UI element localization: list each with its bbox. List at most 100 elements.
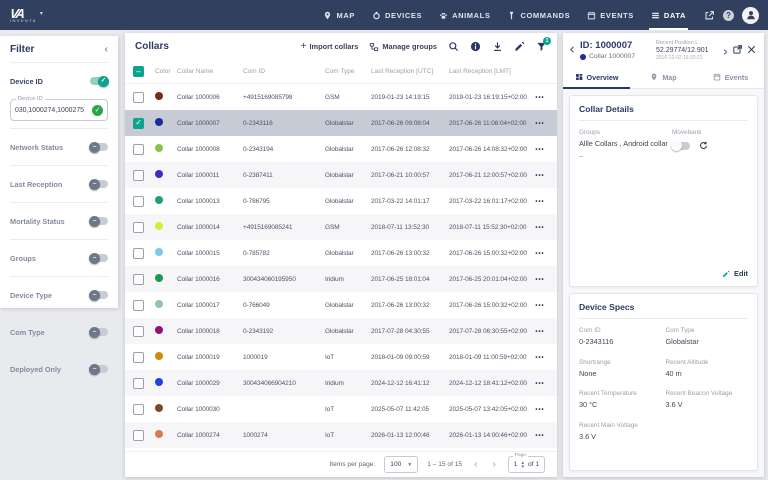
filter-label: Groups <box>10 254 36 263</box>
row-checkbox[interactable] <box>133 404 144 415</box>
collapse-panel-icon[interactable]: ‹ <box>105 45 108 55</box>
table-row[interactable]: Collar 1000014+4915169085241GSM2018-07-1… <box>125 214 557 240</box>
filter-toggle[interactable]: – <box>90 254 108 262</box>
open-in-new-icon[interactable] <box>732 44 743 55</box>
row-menu-icon[interactable]: ••• <box>535 433 544 439</box>
help-icon[interactable]: ? <box>723 10 734 21</box>
items-per-page-label: Items per page: <box>329 461 375 468</box>
table-row[interactable]: Collar 10000180-2343192Globalstar2017-07… <box>125 318 557 344</box>
export-icon[interactable] <box>704 10 715 21</box>
table-row[interactable]: Collar 10000150-785782Globalstar2017-06-… <box>125 240 557 266</box>
search-icon[interactable] <box>448 41 459 52</box>
row-menu-icon[interactable]: ••• <box>535 225 544 231</box>
com-type-cell: GSM <box>325 224 371 231</box>
row-menu-icon[interactable]: ••• <box>535 173 544 179</box>
chevron-left-icon[interactable] <box>568 45 577 54</box>
row-menu-icon[interactable]: ••• <box>535 329 544 335</box>
collar-name-cell: Collar 1000017 <box>177 302 243 309</box>
filter-toggle[interactable]: – <box>90 143 108 151</box>
page-spinner[interactable]: ▲▼ <box>520 461 525 468</box>
row-checkbox[interactable] <box>133 326 144 337</box>
column-header: Last Reception [LMT] <box>449 68 533 75</box>
row-menu-icon[interactable]: ••• <box>535 147 544 153</box>
info-icon[interactable] <box>470 41 481 52</box>
row-checkbox[interactable] <box>133 378 144 389</box>
row-checkbox[interactable] <box>133 196 144 207</box>
row-menu-icon[interactable]: ••• <box>535 277 544 283</box>
row-checkbox[interactable] <box>133 248 144 259</box>
collar-name-cell: Collar 1000029 <box>177 380 243 387</box>
avatar[interactable] <box>742 7 759 24</box>
edit-icon[interactable] <box>514 41 525 52</box>
table-row[interactable]: Collar 10000080-2343194Globalstar2017-06… <box>125 136 557 162</box>
row-checkbox[interactable] <box>133 274 144 285</box>
table-row[interactable]: Collar 10000110-2387411Globalstar2017-06… <box>125 162 557 188</box>
com-type-cell: Globalstar <box>325 146 371 153</box>
filter-toggle[interactable]: – <box>90 365 108 373</box>
row-menu-icon[interactable]: ••• <box>535 303 544 309</box>
manage-groups-button[interactable]: Manage groups <box>369 42 437 52</box>
row-menu-icon[interactable]: ••• <box>535 251 544 257</box>
page-number-input[interactable]: 1 <box>514 461 518 468</box>
nav-item-commands[interactable]: COMMANDS <box>507 0 570 30</box>
edit-collar-button[interactable]: Edit <box>722 269 748 278</box>
table-row[interactable]: Collar 10002741000274IoT2026-01-13 12:00… <box>125 422 557 448</box>
paw-icon <box>439 11 448 20</box>
filter-icon[interactable]: 1 <box>536 41 547 52</box>
row-checkbox[interactable] <box>133 222 144 233</box>
row-checkbox[interactable] <box>133 300 144 311</box>
filter-toggle[interactable]: – <box>90 217 108 225</box>
inventa-logo[interactable]: VA INVENTA ▾ <box>10 8 43 23</box>
nav-item-animals[interactable]: ANIMALS <box>439 0 490 30</box>
sync-icon[interactable] <box>698 140 709 151</box>
row-menu-icon[interactable]: ••• <box>535 407 544 413</box>
next-page-icon[interactable]: › <box>489 459 498 470</box>
prev-page-icon[interactable]: ‹ <box>471 459 480 470</box>
row-menu-icon[interactable]: ••• <box>535 355 544 361</box>
tab-overview[interactable]: Overview <box>563 66 630 88</box>
table-row[interactable]: Collar 1000030IoT2025-05-07 11:42:052025… <box>125 396 557 422</box>
row-checkbox[interactable] <box>133 170 144 181</box>
tab-map[interactable]: Map <box>630 66 697 88</box>
row-checkbox[interactable] <box>133 144 144 155</box>
row-checkbox[interactable] <box>133 430 144 441</box>
table-row[interactable]: Collar 10000130-786795Globalstar2017-03-… <box>125 188 557 214</box>
nav-item-data[interactable]: DATA <box>651 0 686 30</box>
com-type-cell: Globalstar <box>325 120 371 127</box>
top-navigation-bar: VA INVENTA ▾ MAP DEVICES ANIMALS COMMANDS EV… <box>0 0 768 30</box>
device-id-input[interactable] <box>15 107 92 114</box>
table-row[interactable]: Collar 1000029300434066904210Iridium2024… <box>125 370 557 396</box>
table-row[interactable]: ✓Collar 10000070-2343116Globalstar2017-0… <box>125 110 557 136</box>
items-per-page-select[interactable]: 100 ▼ <box>384 456 418 473</box>
recent-position-label: Recent Position L <box>656 40 718 46</box>
row-checkbox[interactable] <box>133 92 144 103</box>
nav-item-map[interactable]: MAP <box>323 0 354 30</box>
filter-row-device-id: Device ID ✓ <box>10 70 108 92</box>
com-type-cell: Globalstar <box>325 328 371 335</box>
nav-item-devices[interactable]: DEVICES <box>372 0 422 30</box>
row-menu-icon[interactable]: ••• <box>535 381 544 387</box>
row-checkbox[interactable] <box>133 352 144 363</box>
row-menu-icon[interactable]: ••• <box>535 95 544 101</box>
table-row[interactable]: Collar 10000170-766049Globalstar2017-06-… <box>125 292 557 318</box>
com-id-cell: +4915169085241 <box>243 224 325 231</box>
row-menu-icon[interactable]: ••• <box>535 121 544 127</box>
device-id-toggle[interactable]: ✓ <box>90 77 108 85</box>
topbar-icons: ? <box>704 7 759 24</box>
filter-toggle[interactable]: – <box>90 328 108 336</box>
select-all-checkbox[interactable]: – <box>133 66 144 77</box>
table-row[interactable]: Collar 1000016300434060195950Iridium2017… <box>125 266 557 292</box>
chevron-right-icon[interactable] <box>721 48 729 56</box>
tab-events[interactable]: Events <box>697 66 764 88</box>
table-row[interactable]: Collar 10000191000019IoT2018-01-09 09:00… <box>125 344 557 370</box>
filter-toggle[interactable]: – <box>90 291 108 299</box>
close-icon[interactable] <box>746 44 757 55</box>
table-row[interactable]: Collar 1000006+4915169085798GSM2019-01-2… <box>125 84 557 110</box>
nav-item-events[interactable]: EVENTS <box>587 0 634 30</box>
movebank-toggle[interactable] <box>672 142 690 150</box>
filter-toggle[interactable]: – <box>90 180 108 188</box>
import-collars-button[interactable]: + Import collars <box>301 42 359 52</box>
row-checkbox[interactable]: ✓ <box>133 118 144 129</box>
row-menu-icon[interactable]: ••• <box>535 199 544 205</box>
download-icon[interactable] <box>492 41 503 52</box>
